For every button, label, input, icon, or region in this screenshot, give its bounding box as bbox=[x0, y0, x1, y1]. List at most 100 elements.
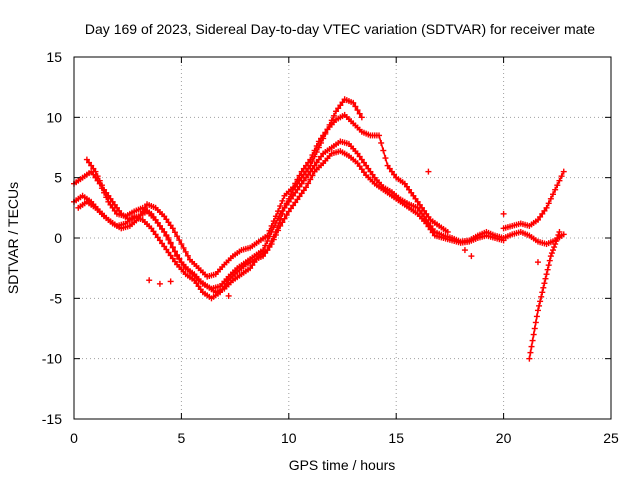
data-point-interp bbox=[266, 227, 273, 234]
y-tick-label: 10 bbox=[46, 109, 62, 125]
data-point-interp bbox=[167, 222, 174, 229]
data-point-interp bbox=[116, 207, 123, 214]
data-point-interp bbox=[150, 228, 157, 235]
data-point bbox=[165, 249, 172, 256]
data-point-interp bbox=[111, 201, 118, 208]
data-point-interp bbox=[380, 147, 387, 154]
data-point-interp bbox=[541, 280, 548, 287]
scatter-point bbox=[468, 253, 475, 260]
data-point-interp bbox=[382, 155, 389, 162]
data-point-interp bbox=[326, 121, 333, 128]
data-point-interp bbox=[309, 158, 316, 165]
data-point-interp bbox=[298, 190, 305, 197]
data-point-interp bbox=[538, 293, 545, 300]
data-point-interp bbox=[547, 195, 554, 202]
data-point bbox=[560, 168, 567, 175]
data-point-interp bbox=[305, 159, 312, 166]
data-point bbox=[500, 237, 507, 244]
data-point-interp bbox=[337, 102, 344, 109]
data-point bbox=[285, 208, 292, 215]
data-point-interp bbox=[98, 182, 105, 189]
data-point-interp bbox=[367, 168, 374, 175]
y-axis-label: SDTVAR / TECUs bbox=[5, 182, 21, 294]
series-line bbox=[528, 231, 561, 359]
data-point-interp bbox=[270, 233, 277, 240]
data-point-interp bbox=[270, 218, 277, 225]
scatter-point bbox=[461, 247, 468, 254]
series-4 bbox=[83, 96, 365, 296]
data-point bbox=[543, 204, 550, 211]
data-point bbox=[547, 253, 554, 260]
data-point-interp bbox=[287, 205, 294, 212]
data-point-interp bbox=[154, 234, 161, 241]
data-point-interp bbox=[171, 258, 178, 265]
data-point-interp bbox=[176, 237, 183, 244]
scatter-point bbox=[146, 277, 153, 284]
data-point bbox=[156, 237, 163, 244]
data-point bbox=[290, 186, 297, 193]
scatter-point bbox=[500, 210, 507, 217]
data-point-interp bbox=[531, 325, 538, 332]
data-point-interp bbox=[388, 168, 395, 175]
data-point bbox=[543, 271, 550, 278]
data-point-interp bbox=[305, 165, 312, 172]
data-point bbox=[410, 192, 417, 199]
data-point-interp bbox=[558, 173, 565, 180]
data-point bbox=[423, 220, 430, 227]
data-point-interp bbox=[113, 204, 120, 211]
series-6 bbox=[526, 228, 563, 362]
data-point-interp bbox=[174, 233, 181, 240]
data-point-interp bbox=[529, 337, 536, 344]
data-point bbox=[530, 331, 537, 338]
data-point-interp bbox=[540, 284, 547, 291]
data-point bbox=[376, 132, 383, 139]
data-point bbox=[148, 225, 155, 232]
data-point-interp bbox=[159, 240, 166, 247]
data-point bbox=[363, 162, 370, 169]
data-point-interp bbox=[253, 256, 260, 263]
data-point-interp bbox=[154, 219, 161, 226]
data-point-interp bbox=[318, 153, 325, 160]
data-point-interp bbox=[176, 255, 183, 262]
data-point bbox=[444, 228, 451, 235]
data-point-interp bbox=[553, 238, 560, 245]
data-point-interp bbox=[550, 191, 557, 198]
data-point-interp bbox=[545, 200, 552, 207]
data-point-interp bbox=[300, 187, 307, 194]
data-point-interp bbox=[287, 191, 294, 198]
data-point-interp bbox=[416, 201, 423, 208]
data-point-interp bbox=[163, 232, 170, 239]
data-point-interp bbox=[544, 266, 551, 273]
data-point-interp bbox=[365, 165, 372, 172]
data-point-interp bbox=[536, 302, 543, 309]
data-point-interp bbox=[339, 99, 346, 106]
data-point-interp bbox=[163, 216, 170, 223]
data-point-interp bbox=[292, 199, 299, 206]
data-point-interp bbox=[546, 257, 553, 264]
data-point-interp bbox=[421, 207, 428, 214]
data-point-interp bbox=[279, 197, 286, 204]
data-point bbox=[302, 184, 309, 191]
data-point-interp bbox=[352, 103, 359, 110]
data-point bbox=[109, 198, 116, 205]
data-point-interp bbox=[406, 186, 413, 193]
data-point-interp bbox=[294, 180, 301, 187]
data-point-interp bbox=[429, 229, 436, 236]
series-5 bbox=[500, 168, 567, 232]
scatter-point bbox=[225, 292, 232, 299]
data-point-interp bbox=[305, 180, 312, 187]
data-point-interp bbox=[358, 156, 365, 163]
data-point-interp bbox=[266, 242, 273, 249]
data-point bbox=[264, 247, 271, 254]
data-point bbox=[384, 162, 391, 169]
data-point-interp bbox=[551, 244, 558, 251]
data-point bbox=[169, 225, 176, 232]
data-point-interp bbox=[174, 251, 181, 258]
data-point-interp bbox=[167, 240, 174, 247]
scatter-points bbox=[146, 168, 541, 299]
data-point-interp bbox=[307, 176, 314, 183]
data-point-interp bbox=[283, 212, 290, 219]
data-point-interp bbox=[548, 250, 555, 257]
data-point-interp bbox=[427, 226, 434, 233]
